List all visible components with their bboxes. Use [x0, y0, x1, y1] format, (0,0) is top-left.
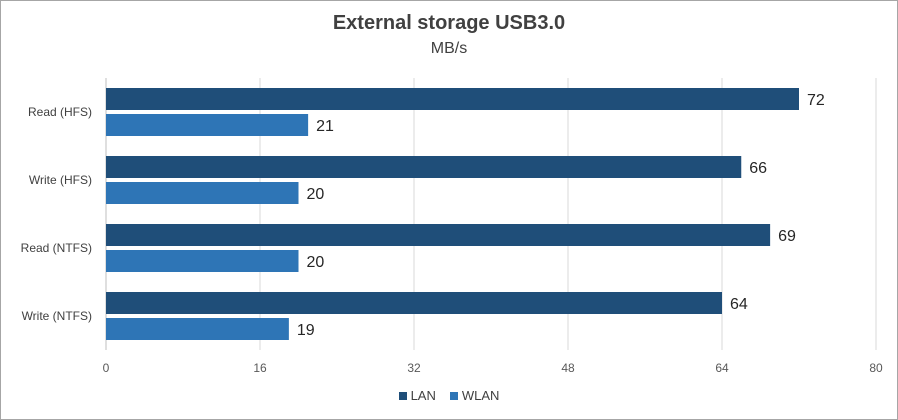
- category-label: Read (HFS): [28, 105, 92, 119]
- data-label: 19: [297, 322, 315, 339]
- x-tick-label: 16: [253, 361, 267, 375]
- data-label: 72: [807, 92, 825, 109]
- chart-title: External storage USB3.0: [332, 12, 566, 34]
- category-label: Read (NTFS): [21, 241, 92, 255]
- bar-wlan: [106, 318, 289, 340]
- data-label: 69: [778, 228, 796, 245]
- x-tick-label: 32: [407, 361, 421, 375]
- data-label: 20: [307, 186, 325, 203]
- legend-label-wlan: WLAN: [461, 388, 500, 403]
- x-tick-label: 48: [561, 361, 575, 375]
- bar-wlan: [106, 114, 309, 136]
- legend-label-lan: LAN: [410, 388, 436, 403]
- data-label: 20: [307, 254, 325, 271]
- legend-swatch-lan: [398, 391, 407, 400]
- bar-lan: [106, 224, 771, 246]
- x-tick-label: 80: [869, 361, 883, 375]
- legend: LAN WLAN: [0, 388, 898, 403]
- x-tick-label: 64: [715, 361, 729, 375]
- legend-item-wlan: WLAN: [449, 388, 500, 403]
- data-label: 66: [749, 160, 767, 177]
- bar-wlan: [106, 182, 299, 204]
- legend-item-lan: LAN: [398, 388, 436, 403]
- chart-subtitle: MB/s: [430, 40, 468, 57]
- bar-lan: [106, 156, 742, 178]
- data-label: 21: [316, 118, 334, 135]
- bar-wlan: [106, 250, 299, 272]
- category-label: Write (NTFS): [22, 309, 92, 323]
- x-tick-label: 0: [103, 361, 110, 375]
- data-label: 64: [730, 296, 748, 313]
- bar-lan: [106, 88, 799, 110]
- bar-lan: [106, 292, 722, 314]
- category-label: Write (HFS): [29, 173, 92, 187]
- legend-swatch-wlan: [449, 391, 458, 400]
